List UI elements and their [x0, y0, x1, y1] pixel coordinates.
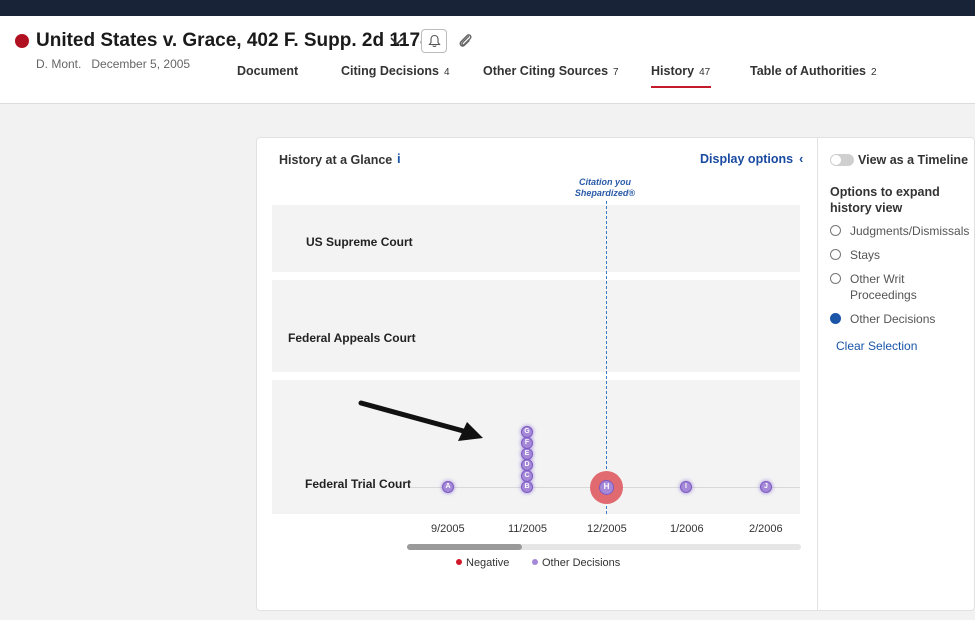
x-tick: 1/2006	[670, 523, 704, 535]
court-band-trial	[272, 380, 800, 514]
option-stays[interactable]: Stays	[830, 247, 970, 263]
negative-dot-icon	[456, 559, 462, 565]
display-options-label: Display options	[700, 152, 794, 166]
tab-other-citing-sources[interactable]: Other Citing Sources 7	[483, 64, 619, 88]
tab-table-of-authorities[interactable]: Table of Authorities 2	[750, 64, 877, 88]
x-tick: 12/2005	[587, 523, 627, 535]
court-label-trial: Federal Trial Court	[305, 477, 412, 491]
timeline-scrollbar-thumb[interactable]	[407, 544, 522, 550]
info-icon[interactable]: i	[397, 151, 401, 166]
bell-icon	[428, 34, 441, 48]
history-node-f[interactable]: F	[521, 437, 533, 449]
history-node-i[interactable]: I	[680, 481, 692, 493]
history-node-d[interactable]: D	[521, 459, 533, 471]
timeline-toggle[interactable]	[830, 154, 854, 166]
case-meta: D. Mont. December 5, 2005	[36, 57, 200, 71]
tab-label: History	[651, 64, 695, 78]
arrow-annotation-icon	[358, 400, 483, 441]
history-node-h-negative[interactable]: H	[590, 471, 623, 504]
history-node-a[interactable]: A	[442, 481, 454, 493]
shepardized-marker-line	[606, 201, 607, 514]
timeline-scrollbar[interactable]	[407, 544, 801, 550]
tab-history[interactable]: History 47	[651, 64, 712, 88]
option-judgments-dismissals[interactable]: Judgments/Dismissals	[830, 223, 970, 239]
status-indicator-icon	[15, 34, 29, 48]
radio-button[interactable]	[830, 273, 841, 284]
court-band-appeals	[272, 280, 800, 372]
history-node-g[interactable]: G	[521, 426, 533, 438]
tab-count: 2	[870, 67, 877, 78]
shepardized-marker-label: Citation you Shepardized®	[574, 177, 636, 198]
option-label: Judgments/Dismissals	[850, 224, 970, 238]
radio-button[interactable]	[830, 249, 841, 260]
options-heading: Options to expand history view	[830, 185, 940, 215]
decision-date: December 5, 2005	[91, 57, 191, 71]
tab-citing-decisions[interactable]: Citing Decisions 4	[341, 64, 450, 88]
court-band-supreme	[272, 205, 800, 272]
case-header: United States v. Grace, 402 F. Supp. 2d …	[0, 16, 975, 104]
tab-count: 7	[613, 67, 619, 78]
option-label: Other Writ Proceedings	[850, 272, 917, 302]
tab-label: Other Citing Sources	[483, 64, 609, 78]
tab-count: 47	[699, 67, 711, 78]
top-nav-bar	[0, 0, 975, 16]
x-tick: 9/2005	[431, 523, 465, 535]
other-decisions-dot-icon	[532, 559, 538, 565]
tab-label: Table of Authorities	[750, 64, 866, 78]
radio-button[interactable]	[830, 225, 841, 236]
legend-negative: Negative	[456, 557, 509, 569]
option-label: Other Decisions	[850, 312, 936, 326]
panel-title: History at a Glance	[279, 153, 393, 167]
option-label: Stays	[850, 248, 881, 262]
court-label-supreme: US Supreme Court	[306, 235, 413, 249]
paperclip-icon[interactable]	[456, 31, 476, 51]
legend-other-decisions: Other Decisions	[532, 557, 620, 569]
tab-label: Document	[237, 64, 299, 78]
alert-button[interactable]	[421, 29, 447, 53]
clear-selection-link[interactable]: Clear Selection	[836, 339, 918, 353]
card-divider	[817, 137, 818, 611]
chevron-down-icon[interactable]	[388, 31, 406, 51]
radio-button-checked[interactable]	[830, 313, 841, 324]
tab-document[interactable]: Document	[237, 64, 298, 88]
court-name: D. Mont.	[36, 57, 82, 71]
history-node-h[interactable]: H	[599, 480, 614, 495]
timeline-toggle-label: View as a Timeline	[858, 153, 969, 167]
x-tick: 2/2006	[749, 523, 783, 535]
history-node-j[interactable]: J	[760, 481, 772, 493]
court-label-appeals: Federal Appeals Court	[288, 331, 416, 345]
case-title: United States v. Grace, 402 F. Supp. 2d …	[36, 30, 431, 51]
x-tick: 11/2005	[508, 523, 547, 535]
history-node-e[interactable]: E	[521, 448, 533, 460]
toggle-knob	[831, 155, 841, 165]
display-options-button[interactable]: Display options ‹	[700, 152, 803, 166]
chevron-left-icon: ‹	[799, 152, 804, 166]
tab-label: Citing Decisions	[341, 64, 439, 78]
option-other-writ-proceedings[interactable]: Other Writ Proceedings	[830, 271, 970, 303]
tab-bar: Document Citing Decisions 4 Other Citing …	[0, 60, 975, 88]
option-other-decisions[interactable]: Other Decisions	[830, 311, 970, 327]
legend-label: Other Decisions	[542, 557, 621, 569]
legend-label: Negative	[466, 557, 510, 569]
history-node-b[interactable]: B	[521, 481, 533, 493]
history-node-c[interactable]: C	[521, 470, 533, 482]
tab-count: 4	[443, 67, 450, 78]
